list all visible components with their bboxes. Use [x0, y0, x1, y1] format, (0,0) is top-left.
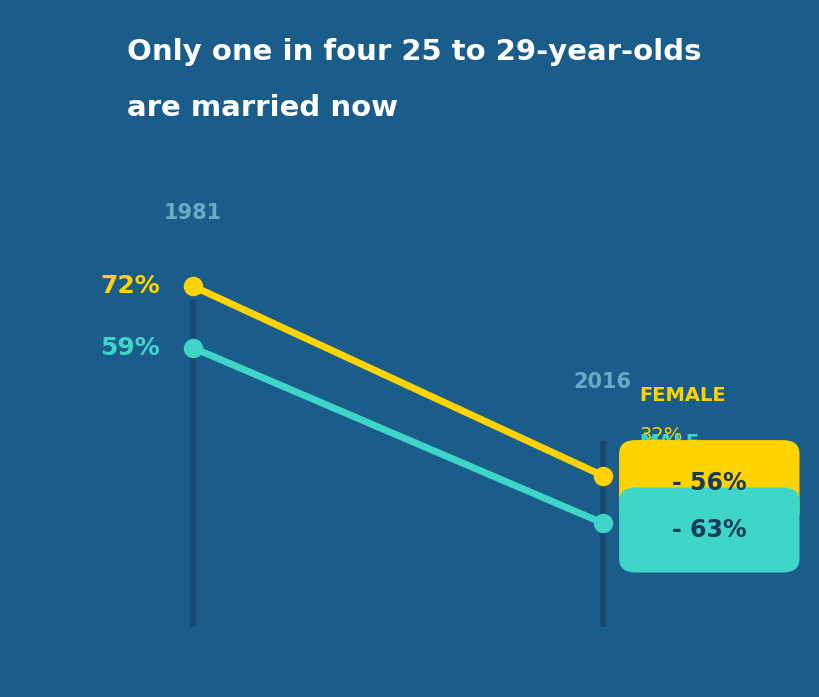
Text: - 63%: - 63% — [671, 518, 746, 542]
Text: 32%: 32% — [639, 426, 682, 445]
Text: 72%: 72% — [100, 274, 160, 298]
Text: MALE: MALE — [639, 434, 699, 452]
Text: Only one in four 25 to 29-year-olds: Only one in four 25 to 29-year-olds — [127, 38, 701, 66]
FancyBboxPatch shape — [618, 440, 799, 525]
Text: 1981: 1981 — [164, 204, 221, 223]
Text: - 56%: - 56% — [671, 470, 746, 495]
Text: FEMALE: FEMALE — [639, 386, 726, 405]
Text: 22%: 22% — [639, 473, 682, 492]
Text: 59%: 59% — [100, 336, 160, 360]
FancyBboxPatch shape — [618, 487, 799, 572]
Text: 2016: 2016 — [573, 372, 631, 392]
Text: are married now: are married now — [127, 94, 397, 122]
